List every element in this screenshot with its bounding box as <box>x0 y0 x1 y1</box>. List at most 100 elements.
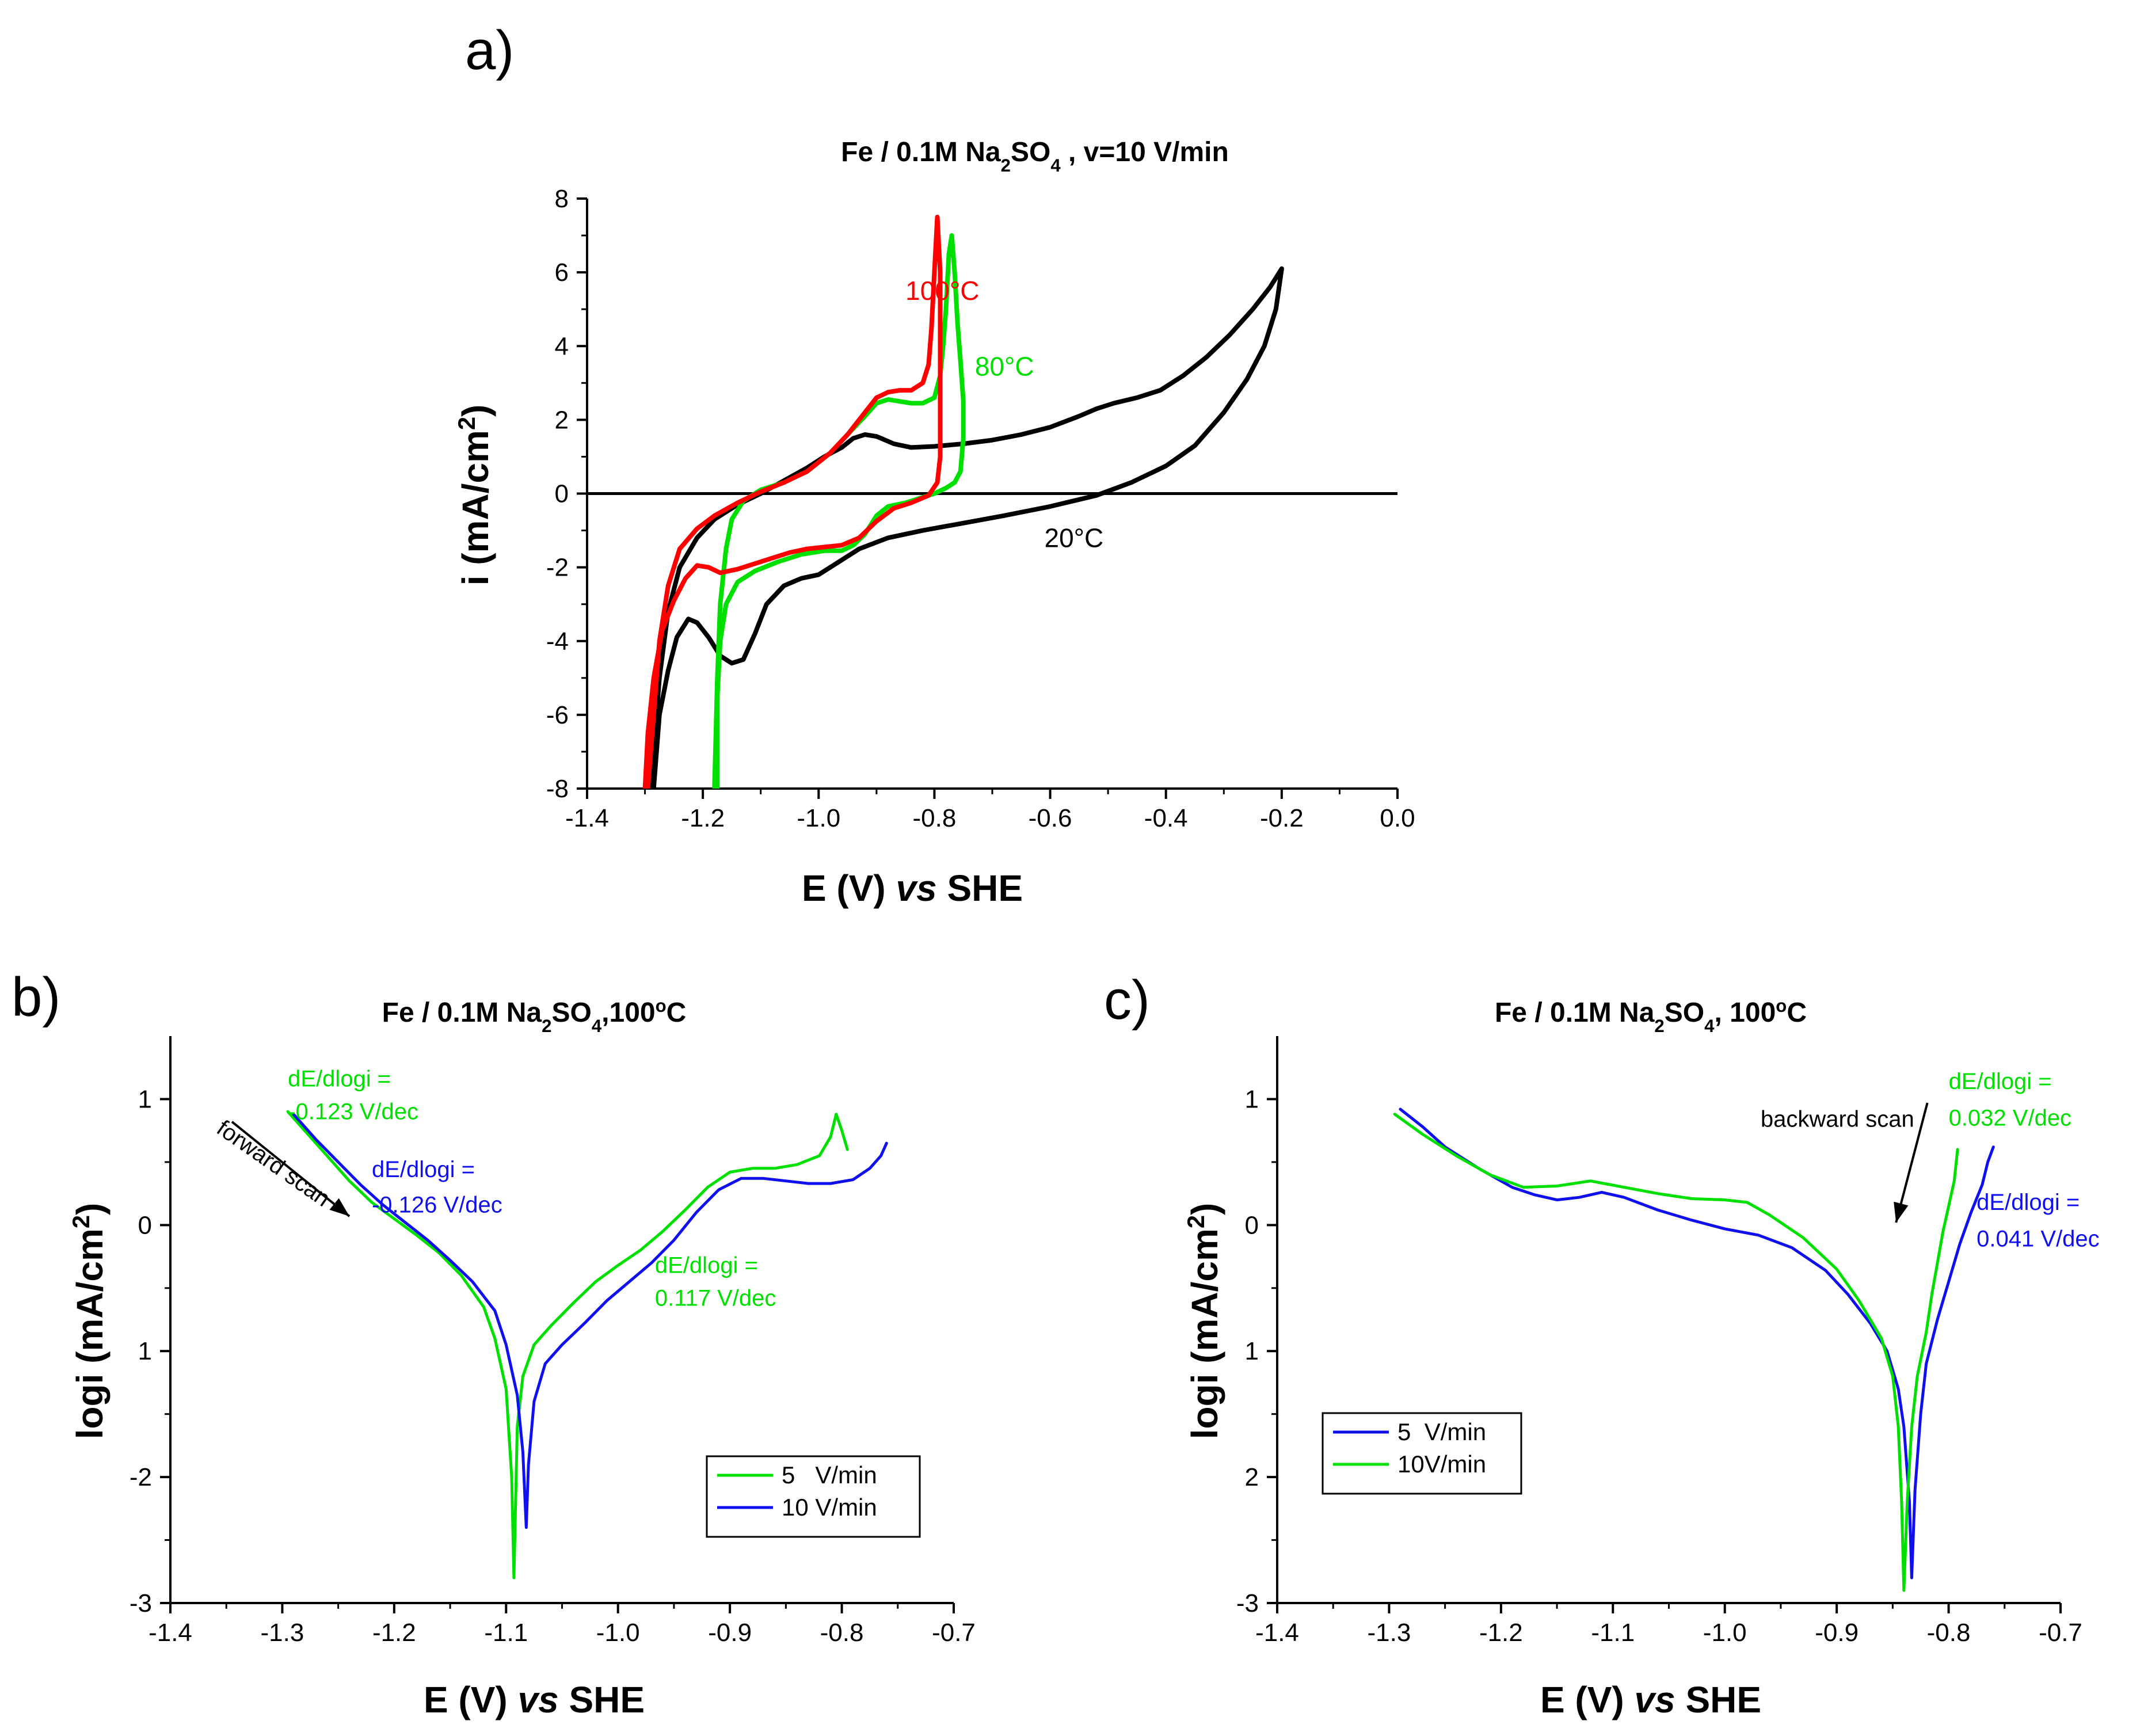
text-part: o <box>656 996 667 1016</box>
text-part: 4 <box>1704 1016 1715 1036</box>
y-tick-label: 8 <box>555 185 569 213</box>
x-tick-label: -1.4 <box>1255 1619 1299 1647</box>
legend-label-5-v-min: 5 V/min <box>782 1461 877 1488</box>
text-part: E (V) <box>424 1679 518 1720</box>
y-tick-label: 4 <box>555 332 569 360</box>
y-tick-label: 1 <box>138 1337 152 1365</box>
panel-a-plot <box>577 197 1399 799</box>
series-line-10v-min <box>1393 1113 1959 1592</box>
text-part: ) <box>455 405 496 417</box>
annotation-de-dlogi: dE/dlogi = <box>655 1253 758 1278</box>
panel-a-title: Fe / 0.1M Na2SO4 , v=10 V/min <box>841 137 1229 176</box>
text-part: ) <box>1184 1203 1225 1215</box>
series-line-100-c <box>642 215 943 789</box>
x-tick-label: -1.2 <box>372 1619 416 1647</box>
y-tick-label: 0 <box>138 1211 152 1239</box>
legend-label-10-v-min: 10 V/min <box>782 1494 877 1521</box>
text-part: C <box>667 998 687 1028</box>
series-line-5-v-min <box>1399 1107 1995 1579</box>
x-tick-label: -0.9 <box>708 1619 752 1647</box>
text-part: C <box>1787 998 1807 1028</box>
text-part: SHE <box>937 867 1023 909</box>
text-part: SO <box>1011 137 1050 167</box>
x-tick-label: -1.1 <box>1591 1619 1635 1647</box>
annotation-0-041-v-dec: 0.041 V/dec <box>1977 1227 2100 1252</box>
y-tick-label: -2 <box>546 554 569 582</box>
text-part: 4 <box>592 1016 602 1036</box>
x-tick-label: -0.2 <box>1260 804 1304 832</box>
panel-a-letter: a) <box>465 20 514 81</box>
x-tick-label: -1.2 <box>681 804 725 832</box>
x-tick-label: -0.8 <box>1927 1619 1971 1647</box>
x-tick-label: -0.9 <box>1815 1619 1859 1647</box>
text-part: SHE <box>1675 1679 1761 1720</box>
panel-c-x-tick-labels: -1.4 -1.3 -1.2 -1.1 -1.0 -0.9 -0.8 -0.7 <box>1255 1619 2082 1647</box>
text-part: 2 <box>542 1016 551 1036</box>
panel-c: c) Fe / 0.1M Na2SO4, 100oC -1.4 -1.3 -1.2-… <box>1104 969 2100 1720</box>
annotation-0-032-v-dec: 0.032 V/dec <box>1949 1105 2072 1130</box>
text-part: vs <box>1635 1679 1675 1720</box>
text-part: 2 <box>67 1215 94 1228</box>
y-tick-label: -3 <box>130 1589 152 1617</box>
panel-c-plot <box>1267 1036 2062 1613</box>
y-tick-label: -4 <box>546 627 569 656</box>
legend-label-10v-min: 10V/min <box>1397 1451 1486 1478</box>
panel-b-y-axis-title: logi (mA/cm2) <box>67 1203 111 1440</box>
x-tick-label: -0.7 <box>932 1619 976 1647</box>
panel-c-y-axis-title: logi (mA/cm2) <box>1182 1203 1226 1440</box>
y-tick-label: 2 <box>1245 1463 1259 1491</box>
annotation-0-123-v-dec: -0.123 V/dec <box>288 1099 418 1124</box>
text-part: 2 <box>1654 1016 1664 1036</box>
annotation-80-c: 80°C <box>975 352 1034 382</box>
scan-arrow-shaft <box>231 1121 351 1217</box>
text-part: vs <box>518 1679 559 1720</box>
y-tick-label: 1 <box>138 1085 152 1113</box>
y-tick-label: 2 <box>555 406 569 434</box>
panel-c-annotations: dE/dlogi = 0.032 V/dec dE/dlogi = 0.041 V/d… <box>1761 1069 2100 1252</box>
annotation-backward-scan: backward scan <box>1761 1107 1914 1132</box>
panel-c-legend: 5 V/min 10V/min <box>1322 1412 1522 1495</box>
scan-arrow-head <box>329 1198 350 1216</box>
panel-c-y-tick-labels: 1 0 1 2 -3 <box>1236 1085 1259 1617</box>
panel-a-x-axis-title: E (V) vs SHE <box>802 867 1023 909</box>
text-part: SHE <box>559 1679 645 1720</box>
panel-b-title: Fe / 0.1M Na2SO4,100oC <box>382 996 687 1036</box>
text-part: Fe / 0.1M Na <box>382 998 542 1028</box>
text-part: E (V) <box>802 867 896 909</box>
panel-a-annotations: 100°C 80°C 20°C <box>905 276 1103 553</box>
x-tick-label: -0.7 <box>2039 1619 2082 1647</box>
annotation-0-117-v-dec: 0.117 V/dec <box>655 1285 776 1311</box>
annotation-20-c: 20°C <box>1045 523 1104 553</box>
text-part: i (mA/cm <box>455 430 496 585</box>
text-part: E (V) <box>1540 1679 1635 1720</box>
panel-a: a) Fe / 0.1M Na2SO4 , v=10 V/min -1.4 -1.… <box>453 20 1415 909</box>
annotation-0-126-v-dec: -0.126 V/dec <box>372 1192 502 1217</box>
text-part: ,100 <box>601 998 655 1028</box>
x-tick-label: 0.0 <box>1380 804 1415 832</box>
text-part: 2 <box>1182 1215 1209 1228</box>
x-tick-label: -0.4 <box>1144 804 1188 832</box>
text-part: vs <box>896 867 937 909</box>
x-tick-label: -1.0 <box>797 804 840 832</box>
text-part: , 100 <box>1715 998 1776 1028</box>
panel-b-plot <box>160 1036 955 1613</box>
annotation-de-dlogi: dE/dlogi = <box>372 1157 475 1182</box>
x-tick-label: -1.3 <box>261 1619 304 1647</box>
text-part: 4 <box>1050 155 1061 176</box>
text-part: 2 <box>453 417 480 430</box>
x-tick-label: -0.8 <box>913 804 957 832</box>
text-part: 2 <box>1001 155 1011 176</box>
panel-c-x-axis-title: E (V) vs SHE <box>1540 1679 1761 1720</box>
scan-arrow-head <box>1894 1201 1909 1223</box>
y-tick-label: 1 <box>1245 1337 1259 1365</box>
text-part: o <box>1776 996 1787 1016</box>
text-part: SO <box>1665 998 1704 1028</box>
text-part: logi (mA/cm <box>69 1228 111 1439</box>
x-tick-label: -1.4 <box>148 1619 192 1647</box>
text-part: Fe / 0.1M Na <box>1495 998 1655 1028</box>
legend-box <box>706 1455 921 1538</box>
y-tick-label: 6 <box>555 258 569 287</box>
y-tick-label: -3 <box>1236 1589 1259 1617</box>
panel-c-letter: c) <box>1104 969 1150 1031</box>
